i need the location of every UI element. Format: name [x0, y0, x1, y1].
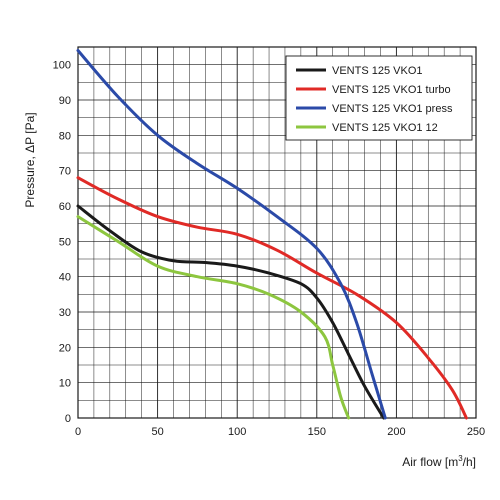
x-tick-label: 200 [387, 426, 405, 438]
series-line-1 [76, 204, 386, 420]
x-tick-label: 100 [228, 426, 246, 438]
y-tick-label: 80 [59, 130, 71, 142]
x-tick-label: 250 [467, 426, 485, 438]
y-tick-label: 50 [59, 236, 71, 248]
legend-label: VENTS 125 VKO1 12 [332, 122, 438, 134]
y-axis-label: Pressure, ΔP [Pa] [23, 112, 37, 207]
x-axis-label: Air flow [m3/h] [402, 454, 476, 469]
legend-label: VENTS 125 VKO1 [332, 65, 423, 77]
y-tick-label: 20 [59, 342, 71, 354]
y-tick-label: 0 [65, 413, 71, 425]
legend-label: VENTS 125 VKO1 press [332, 103, 453, 115]
legend: VENTS 125 VKO1 VENTS 125 VKO1 turbo VENTS … [285, 55, 473, 141]
x-tick-label: 50 [151, 426, 163, 438]
y-tick-label: 40 [59, 272, 71, 284]
legend-label: VENTS 125 VKO1 turbo [332, 84, 451, 96]
x-tick-label: 150 [308, 426, 326, 438]
y-tick-label: 30 [59, 307, 71, 319]
series-line-2 [76, 176, 468, 420]
series-line-4 [76, 215, 351, 420]
y-tick-label: 60 [59, 201, 71, 213]
series-line-3 [76, 49, 387, 420]
y-tick-label: 70 [59, 166, 71, 178]
performance-curves [76, 49, 468, 420]
x-tick-label: 0 [75, 426, 81, 438]
y-tick-label: 100 [53, 60, 71, 72]
y-tick-label: 90 [59, 95, 71, 107]
y-tick-label: 10 [59, 378, 71, 390]
axis-ticks: 0 50 100 150 200 250 0 10 20 30 40 50 60 70 80 90 100 [53, 60, 486, 438]
